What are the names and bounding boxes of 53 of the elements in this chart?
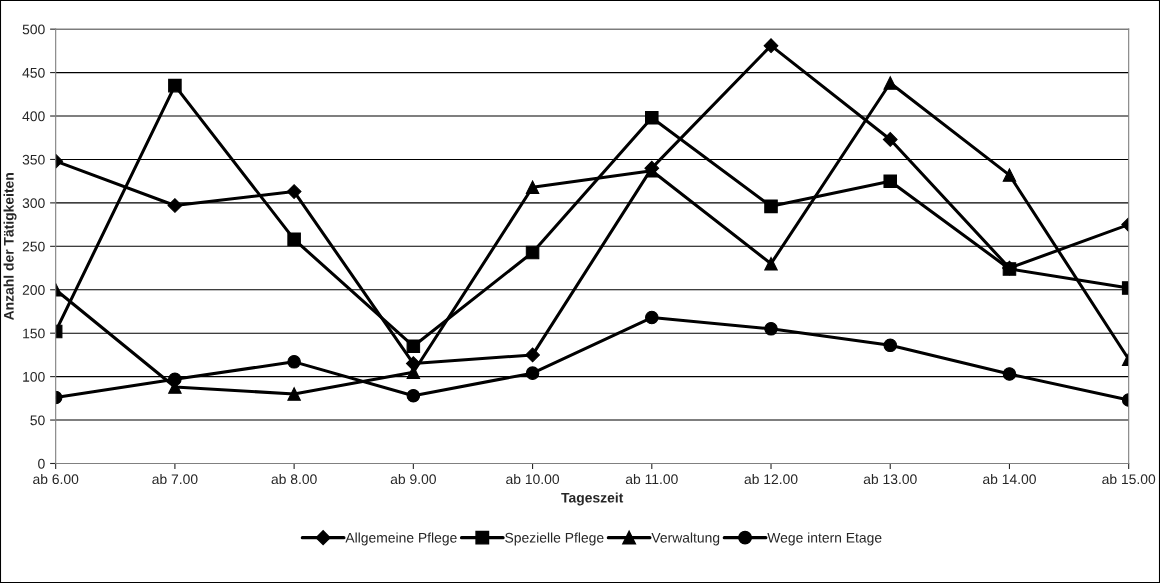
y-axis-title: Anzahl der Tätigkeiten — [3, 173, 17, 321]
point — [763, 38, 779, 54]
y-tick-label: 450 — [22, 67, 45, 78]
point — [525, 366, 540, 380]
point — [525, 347, 540, 363]
point — [287, 232, 301, 247]
x-tick-label: ab 7.00 — [152, 473, 198, 485]
y-tick-label: 50 — [30, 415, 45, 426]
legend-label: Verwaltung — [651, 532, 720, 546]
x-axis-title: Tageszeit — [561, 492, 624, 506]
x-tick-label: ab 8.00 — [271, 473, 317, 485]
legend-label: Wege intern Etage — [767, 532, 882, 546]
y-tick-label: 0 — [38, 458, 45, 469]
x-tick-label: ab 15.00 — [1102, 473, 1156, 485]
x-tick-label: ab 13.00 — [863, 473, 917, 485]
y-tick-label: 500 — [22, 24, 45, 35]
point — [764, 199, 778, 214]
y-tick-label: 300 — [22, 198, 45, 209]
point — [645, 310, 659, 325]
y-tick-label: 200 — [22, 285, 45, 295]
point — [882, 132, 898, 147]
x-tick-label: ab 10.00 — [506, 473, 560, 485]
point — [883, 338, 898, 353]
point — [287, 355, 301, 369]
point — [286, 184, 302, 199]
x-tick-label: ab 6.00 — [33, 473, 79, 485]
point — [883, 174, 898, 188]
point — [525, 180, 540, 195]
point — [645, 110, 659, 125]
point — [883, 76, 898, 90]
point — [525, 245, 540, 260]
y-tick-label: 100 — [23, 371, 45, 382]
x-tick-label: ab 12.00 — [744, 473, 798, 485]
x-tick-label: ab 14.00 — [983, 473, 1036, 485]
point — [1002, 262, 1017, 276]
point — [764, 322, 778, 336]
y-tick-label: 400 — [22, 111, 45, 122]
point — [1002, 367, 1017, 381]
y-tick-label: 150 — [23, 328, 45, 339]
point — [167, 198, 183, 213]
point — [168, 78, 182, 93]
x-tick-label: ab 9.00 — [390, 473, 436, 485]
point — [764, 256, 778, 271]
legend-label: Spezielle Pflege — [505, 532, 604, 546]
y-tick-label: 250 — [22, 241, 45, 252]
point — [406, 339, 421, 353]
point — [406, 388, 421, 403]
point — [287, 387, 301, 401]
point — [1002, 168, 1017, 182]
legend-label: Allgemeine Pflege — [345, 532, 457, 546]
y-tick-label: 350 — [22, 154, 45, 165]
x-tick-label: ab 11.00 — [625, 473, 678, 485]
point — [168, 372, 182, 386]
